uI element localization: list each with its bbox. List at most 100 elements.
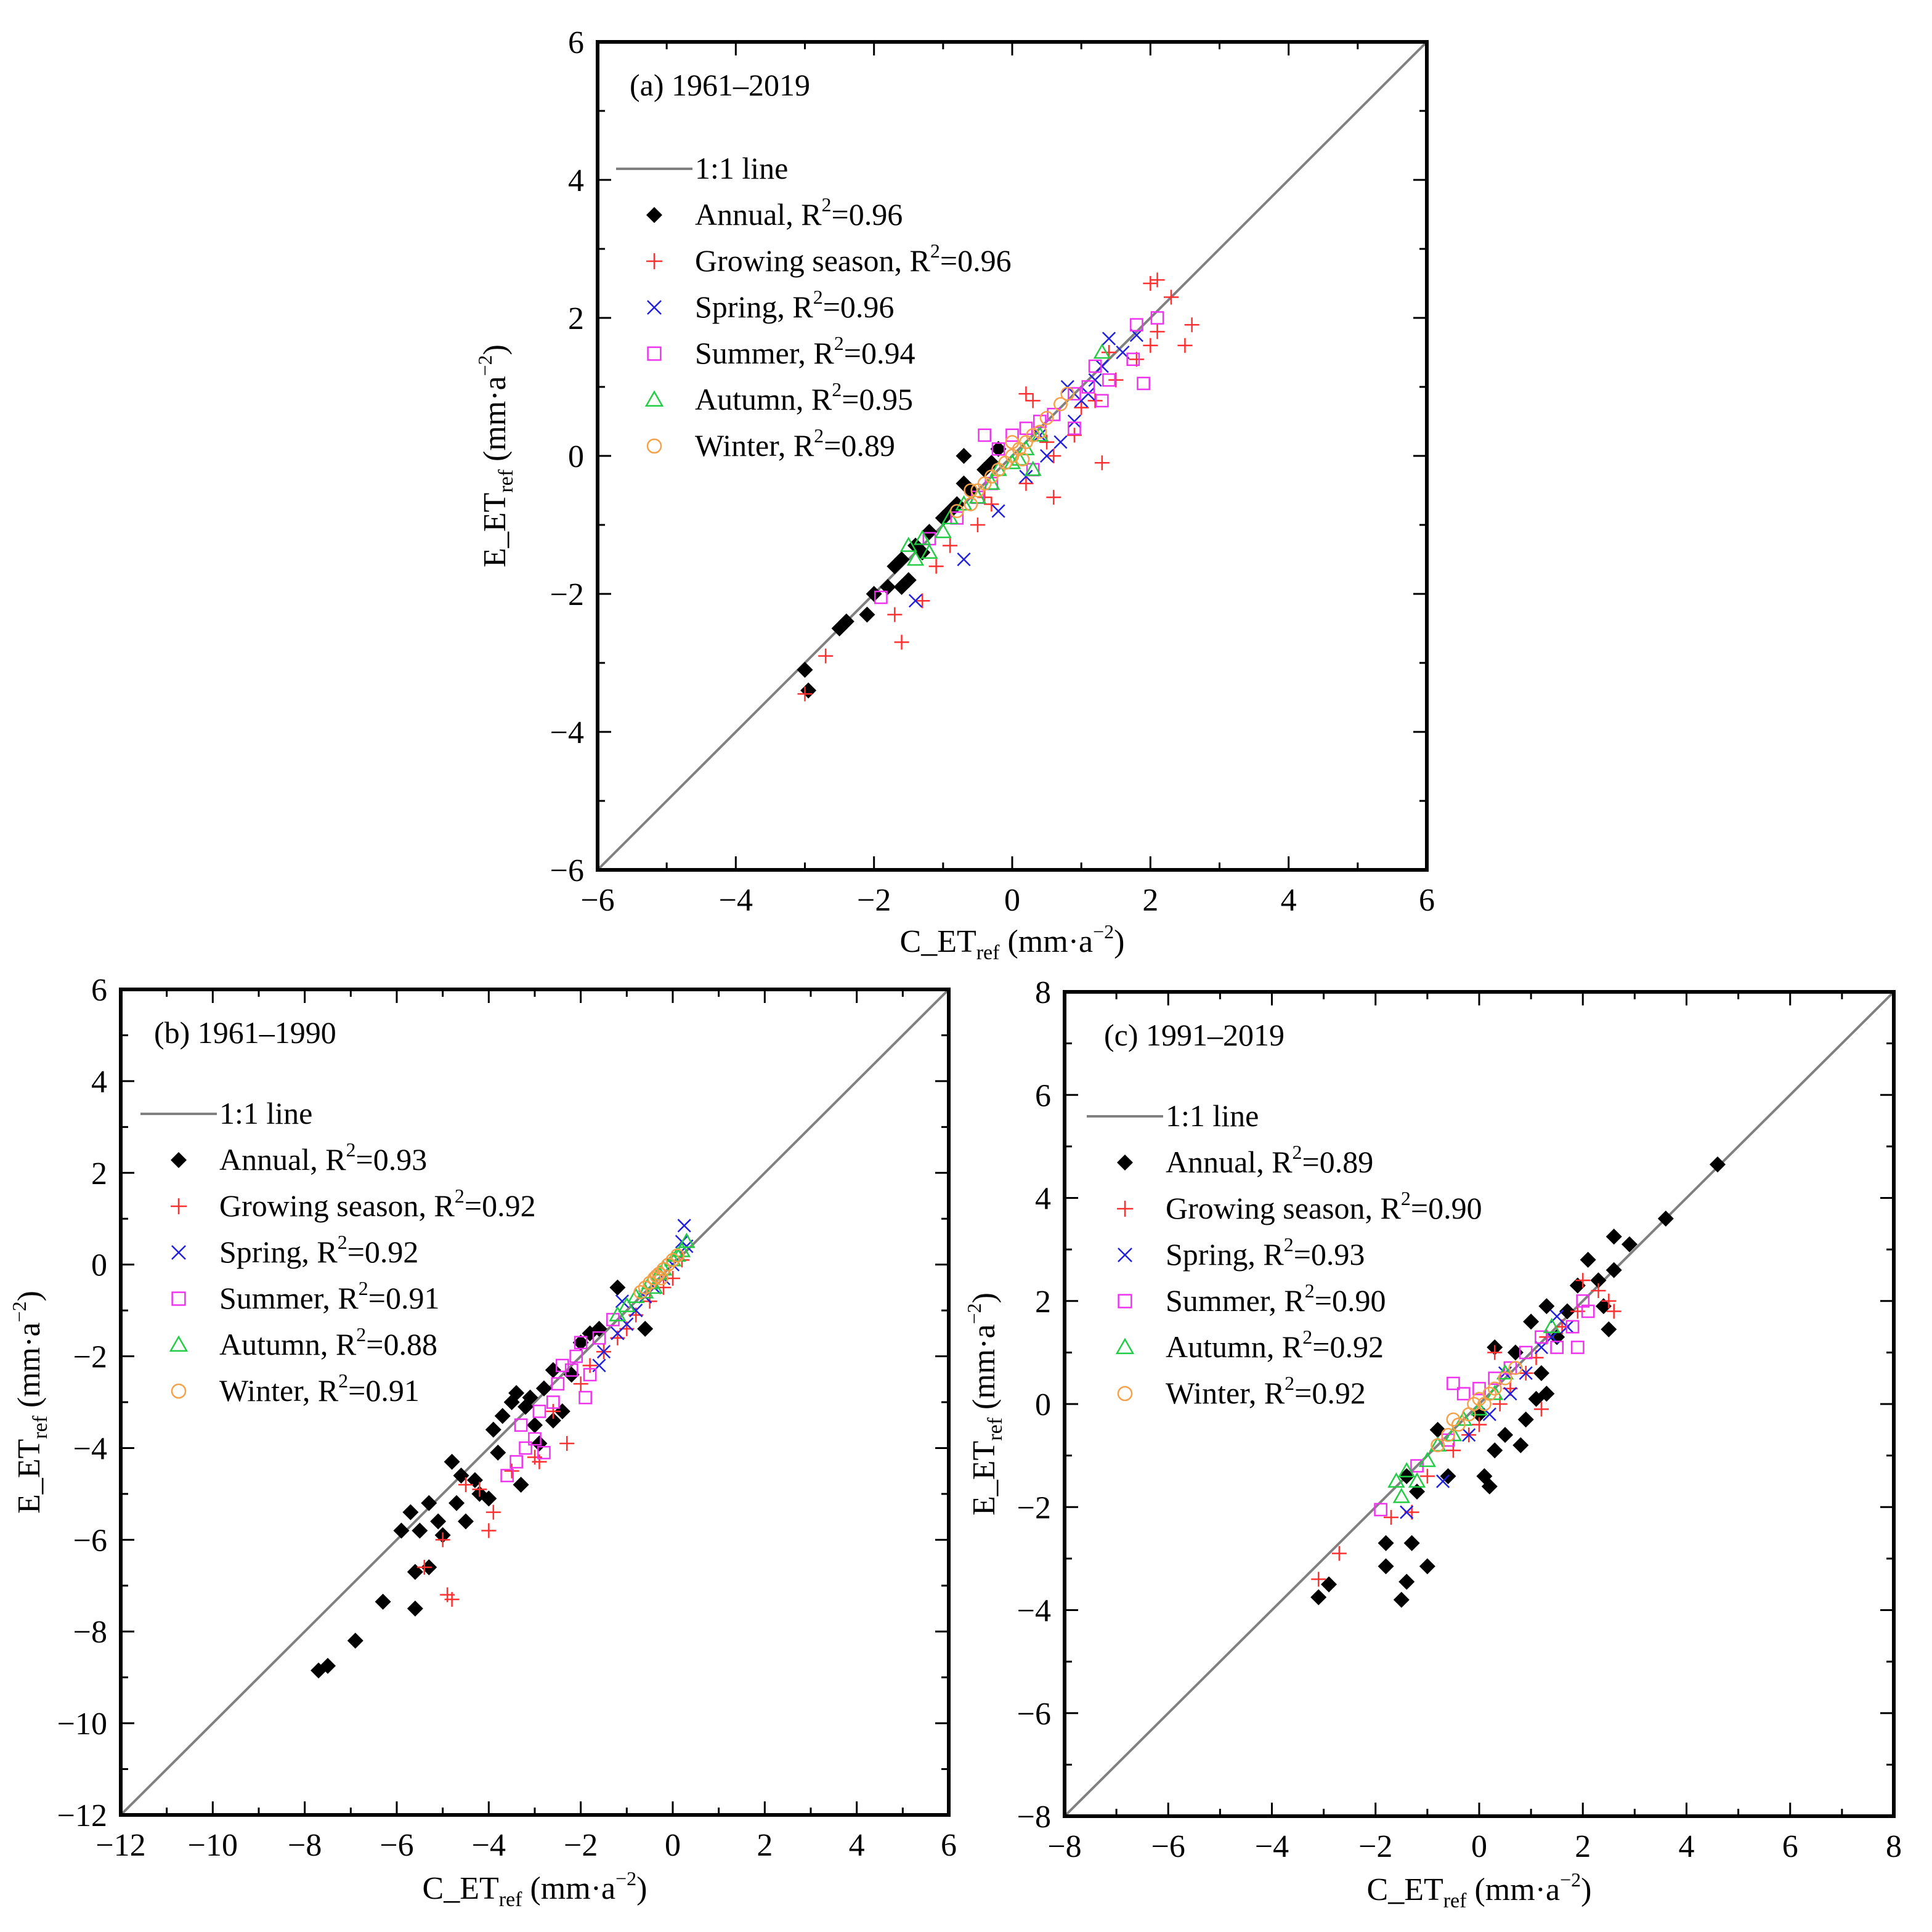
x-tick-label: 0 (1004, 883, 1020, 918)
legend-growing-marker (1117, 1201, 1133, 1217)
y-tick-label: 0 (568, 439, 584, 474)
legend: 1:1 line Annual, R2=0.93 Growing season, R… (140, 1096, 536, 1408)
annual-point (572, 1334, 589, 1351)
winter-point (633, 1285, 648, 1299)
growing-point (984, 497, 999, 512)
summer-point (991, 442, 1005, 456)
spring-point (1019, 469, 1033, 484)
summer-point (532, 1405, 546, 1418)
growing-point (1472, 1417, 1487, 1432)
x-axis-title: C_ETref (mm·a−2) (1367, 1869, 1592, 1912)
spring-point (957, 552, 971, 567)
annual-point (609, 1279, 626, 1296)
annual-point (1590, 1272, 1607, 1289)
growing-point (545, 1403, 561, 1419)
legend-label-summer: Summer, R2=0.91 (219, 1277, 439, 1315)
x-tick-label: −6 (380, 1828, 413, 1863)
x-tick-label: −4 (472, 1828, 506, 1863)
legend-autumn-marker (1115, 1337, 1135, 1354)
x-tick-label: 8 (1886, 1829, 1902, 1864)
winter-point (1015, 452, 1030, 467)
growing-point (582, 1358, 598, 1373)
x-tick-label: −2 (857, 883, 891, 918)
summer-point (509, 1455, 523, 1469)
summer-point (606, 1313, 620, 1326)
annual-point (545, 1412, 561, 1429)
annual-point (444, 1453, 460, 1470)
growing-point (1018, 386, 1034, 402)
x-tick-label: 2 (1142, 883, 1158, 918)
annual-point (375, 1593, 391, 1610)
growing-point (1066, 428, 1082, 443)
autumn-point (1408, 1472, 1426, 1488)
autumn-point (678, 1232, 696, 1248)
y-tick-label: −12 (57, 1798, 107, 1833)
annual-point (1398, 1573, 1415, 1590)
annual-point (838, 613, 854, 630)
growing-point (444, 1592, 460, 1607)
legend-label-line: 1:1 line (695, 151, 788, 185)
summer-point (1019, 421, 1033, 436)
growing-point (887, 607, 903, 622)
x-tick-label: −4 (719, 883, 753, 918)
summer-point (1005, 428, 1019, 442)
annual-point (320, 1658, 336, 1674)
spring-point (1081, 387, 1095, 401)
annual-point (1310, 1589, 1327, 1605)
summer-point (583, 1368, 597, 1382)
growing-point (481, 1523, 497, 1538)
growing-point (435, 1532, 450, 1548)
y-tick-label: −2 (1017, 1490, 1051, 1525)
growing-point (1143, 276, 1158, 291)
legend-label-annual: Annual, R2=0.96 (695, 193, 903, 232)
x-tick-label: 6 (1419, 883, 1435, 918)
legend-label-summer: Summer, R2=0.94 (695, 332, 915, 370)
autumn-point (1024, 460, 1042, 476)
summer-point (514, 1418, 528, 1432)
winter-point (1005, 435, 1020, 450)
annual-point (1393, 1591, 1410, 1608)
legend: 1:1 line Annual, R2=0.96 Growing season, R… (616, 151, 1012, 463)
one-to-one-line (120, 988, 950, 1816)
annual-point (1595, 1298, 1612, 1315)
spring-point (1067, 414, 1082, 429)
spring-point (991, 504, 1005, 518)
annual-point (412, 1522, 428, 1539)
growing-point (559, 1436, 575, 1451)
winter-point (964, 483, 978, 498)
annual-point (545, 1362, 561, 1378)
growing-point (915, 593, 930, 609)
annual-point (990, 440, 1007, 457)
growing-point (818, 648, 834, 664)
annual-point (393, 1522, 410, 1539)
growing-point (943, 538, 958, 553)
summer-point (537, 1446, 551, 1459)
x-tick-label: −10 (188, 1828, 238, 1863)
summer-point (1570, 1341, 1585, 1354)
x-tick-label: 0 (1471, 1829, 1487, 1864)
annual-point (421, 1495, 437, 1511)
legend-label-winter: Winter, R2=0.92 (1166, 1372, 1366, 1410)
growing-point (485, 1504, 501, 1520)
annual-point (466, 1472, 483, 1488)
summer-point (1126, 352, 1140, 367)
winter-point (964, 497, 978, 511)
y-tick-label: −6 (1017, 1697, 1051, 1732)
legend-autumn-marker (644, 390, 664, 407)
spring-point (1400, 1505, 1414, 1519)
legend-label-line: 1:1 line (219, 1096, 312, 1130)
x-axis-title: C_ETref (mm·a−2) (900, 920, 1125, 964)
legend-label-spring: Spring, R2=0.96 (695, 286, 894, 324)
winter-point (1451, 1418, 1466, 1432)
autumn-point (1387, 1472, 1405, 1488)
y-tick-label: −8 (1017, 1800, 1051, 1835)
annual-point (458, 1513, 474, 1530)
y-axis-title: E_ETref (mm·a−2) (474, 344, 518, 567)
y-tick-label: −4 (73, 1431, 107, 1466)
x-tick-label: 2 (757, 1828, 773, 1863)
annual-point (800, 682, 817, 699)
annual-point (893, 578, 910, 595)
panel-c: −8 −6 −4 −2 0 2 4 6 8 −8 −6 −4 −2 0 2 4 6 8 (c) 1991–2019 C… (963, 975, 1902, 1912)
x-tick-label: −6 (580, 883, 614, 918)
